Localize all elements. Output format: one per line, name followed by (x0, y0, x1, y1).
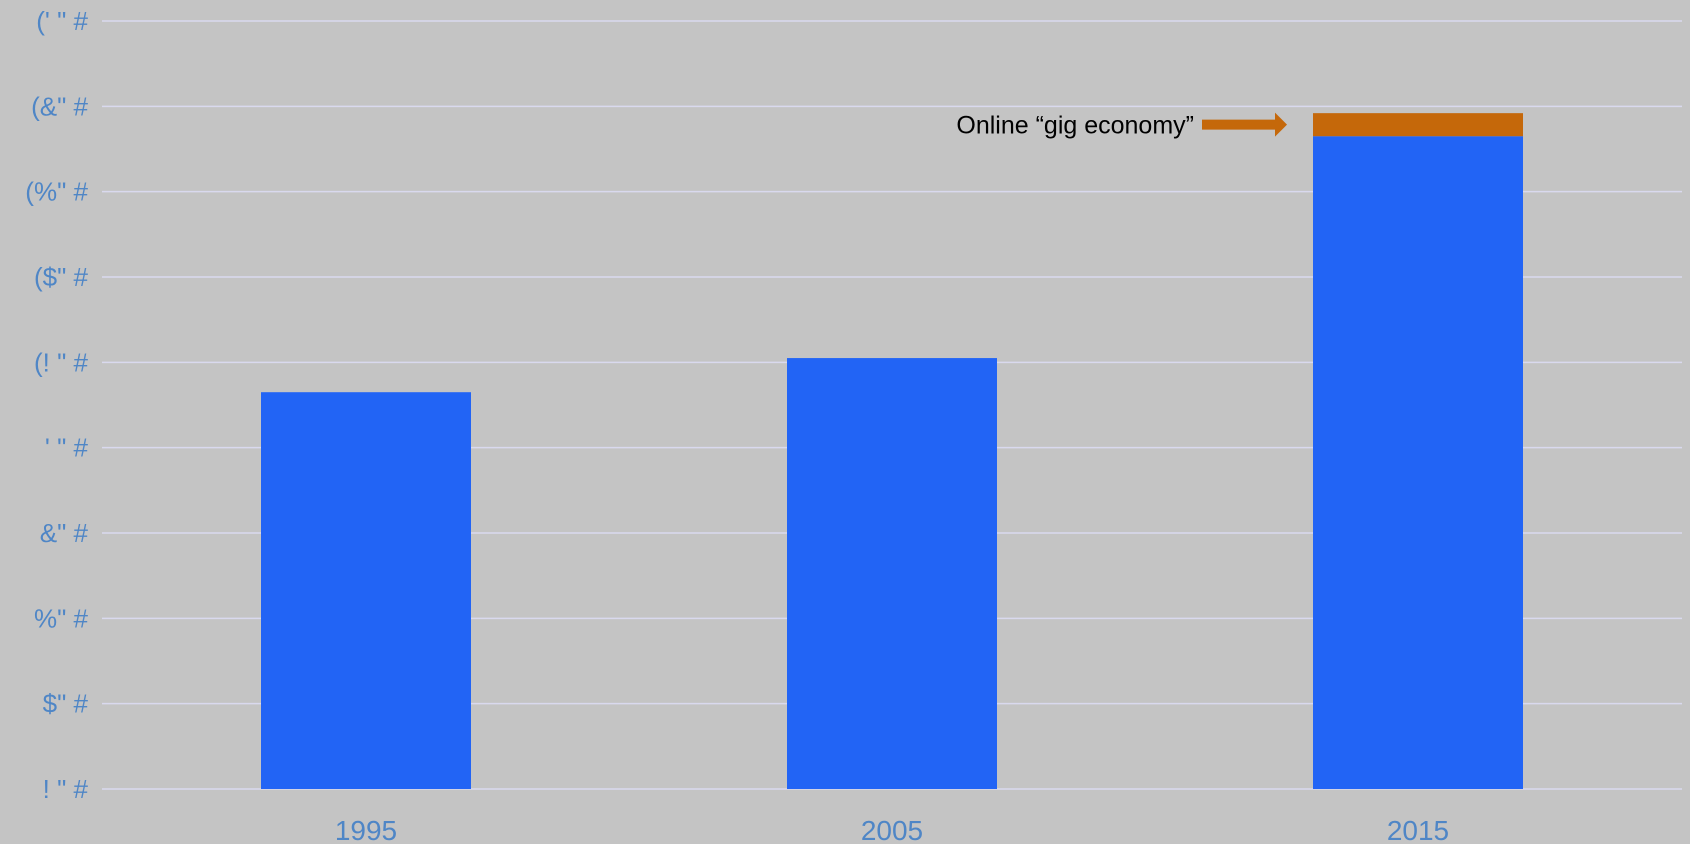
gig-economy-annotation-label: Online “gig economy” (956, 112, 1194, 140)
x-tick-label: 2015 (1387, 815, 1449, 844)
y-tick-label: $" # (43, 689, 89, 719)
y-tick-label: (! " # (34, 347, 89, 377)
annotation-arrow (1202, 112, 1287, 137)
y-tick-label: (&" # (31, 91, 88, 121)
bar-2015-series-0 (1313, 136, 1523, 789)
bar-2005-series-0 (787, 358, 997, 789)
bar-2015-series-1 (1313, 113, 1523, 137)
bar-1995-series-0 (261, 392, 471, 789)
y-tick-label: ' " # (45, 433, 89, 463)
y-tick-label: ($" # (34, 262, 89, 292)
y-tick-label: %" # (34, 603, 89, 633)
annotation: Online “gig economy” (956, 112, 1287, 140)
y-tick-label: (' " # (36, 6, 88, 36)
bars (261, 113, 1523, 789)
x-tick-label: 2005 (861, 815, 923, 844)
y-axis-tick-labels: ! " # $" # %" # &" # ' " # (! " # ($" # (%" # (&… (25, 6, 88, 804)
y-tick-label: (%" # (25, 177, 88, 207)
y-tick-label: ! " # (43, 774, 89, 804)
x-tick-label: 1995 (335, 815, 397, 844)
y-tick-label: &" # (40, 518, 89, 548)
x-axis-tick-labels: 1995 2005 2015 (335, 815, 1449, 844)
